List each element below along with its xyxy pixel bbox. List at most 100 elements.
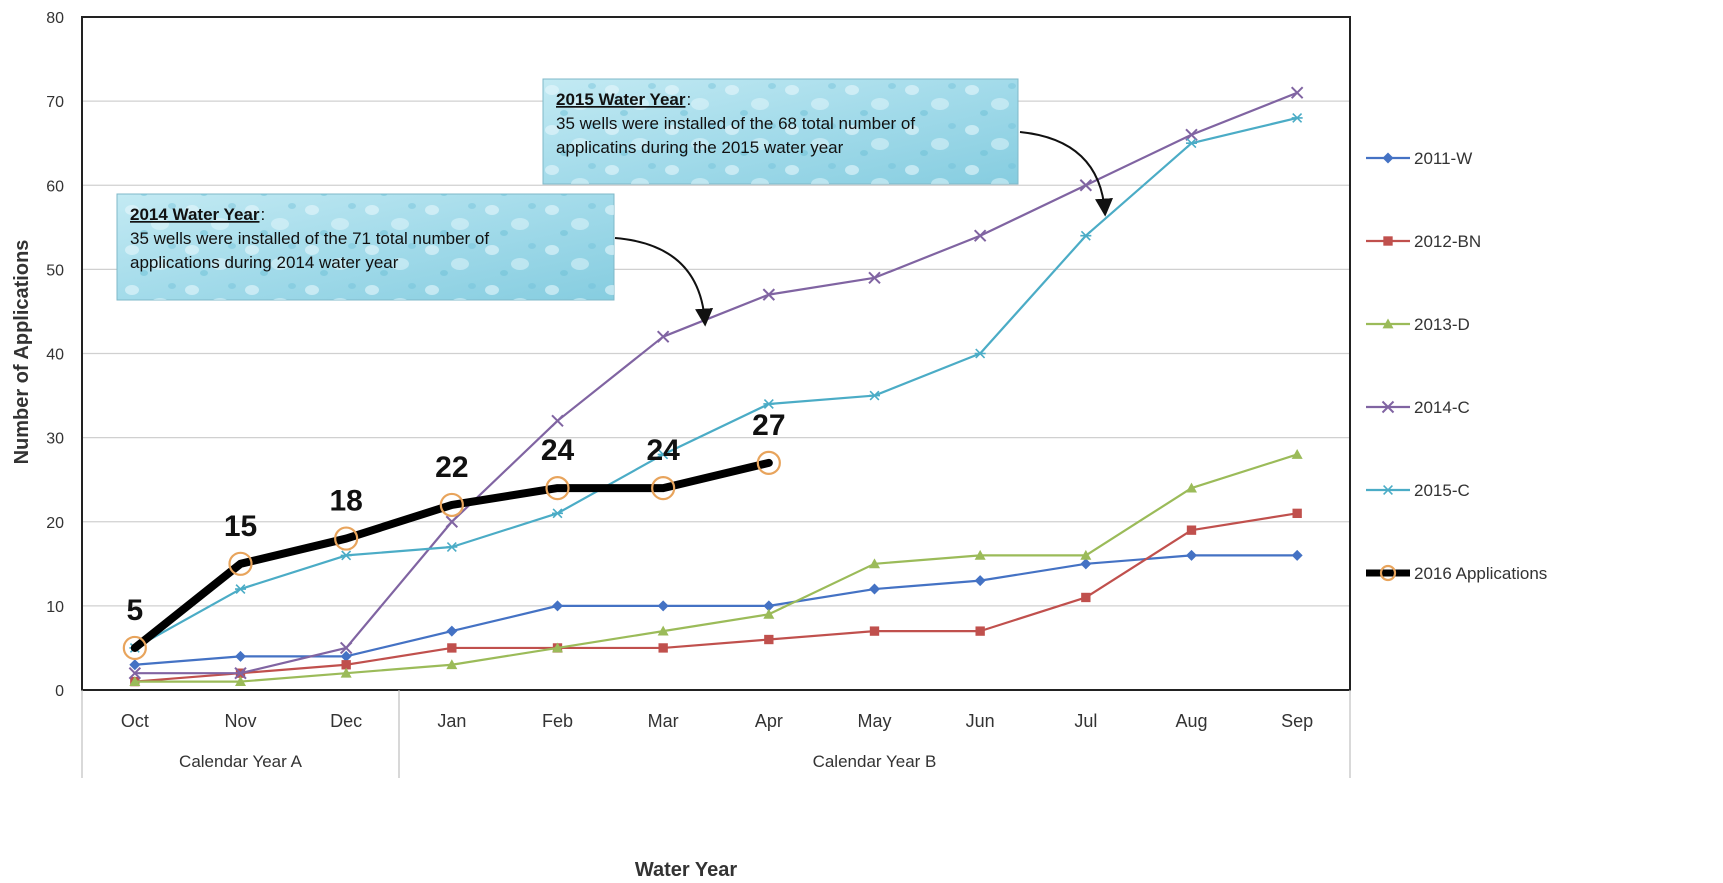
series-line	[133, 512, 1299, 683]
series-2013-d	[129, 448, 1303, 686]
data-point	[545, 476, 570, 501]
data-point	[1292, 508, 1302, 519]
data-point	[763, 399, 775, 409]
annotation-colon: :	[686, 90, 691, 109]
category-group-label: Calendar Year A	[179, 752, 303, 771]
data-point	[341, 660, 351, 670]
x-tick-label: Aug	[1175, 711, 1207, 731]
data-point	[234, 666, 247, 680]
data-point	[1080, 549, 1092, 560]
data-point	[974, 575, 986, 587]
legend-swatch-marker	[1381, 400, 1395, 414]
legend-label: 2016 Applications	[1414, 564, 1547, 583]
y-tick-label: 20	[46, 515, 64, 532]
data-point	[439, 492, 464, 518]
series-line	[133, 91, 1299, 675]
data-label: 15	[224, 510, 257, 543]
legend-label: 2013-D	[1414, 315, 1470, 334]
annotation-arrow	[614, 237, 714, 327]
data-point	[869, 558, 880, 569]
annotation-text: applications during 2014 water year	[130, 253, 399, 272]
legend-label: 2012-BN	[1414, 232, 1481, 251]
data-point	[552, 508, 563, 519]
data-point	[1186, 549, 1197, 561]
legend-item: 2013-D	[1366, 315, 1470, 334]
annotation-colon: :	[260, 205, 265, 224]
x-tick-label: Jul	[1074, 711, 1097, 731]
data-label: 24	[541, 434, 575, 467]
x-tick-label: Nov	[224, 711, 256, 731]
data-point	[445, 515, 459, 528]
data-point	[228, 551, 253, 576]
legend-swatch-marker	[1382, 485, 1394, 495]
data-point	[658, 643, 668, 653]
annotation-callout: 2015 Water Year: 35 wells were installed …	[542, 78, 1113, 217]
y-tick-label: 70	[46, 94, 64, 111]
data-point	[974, 549, 986, 560]
legend-label: 2015-C	[1414, 481, 1470, 500]
data-point	[446, 625, 458, 637]
data-point	[1290, 86, 1304, 99]
data-labels: 5 15 18 22 24 24 27	[126, 409, 785, 627]
data-point	[235, 650, 246, 662]
x-axis-title: Water Year	[635, 859, 738, 881]
annotation-arrow	[1019, 131, 1113, 217]
y-tick-label: 0	[55, 683, 64, 700]
data-point	[1186, 525, 1197, 535]
data-point	[1079, 179, 1093, 192]
data-point	[763, 600, 775, 612]
annotation-callout: 2014 Water Year: 35 wells were installed …	[116, 193, 714, 327]
data-point	[756, 450, 781, 475]
legend-swatch-marker	[1383, 236, 1393, 246]
data-point	[1080, 558, 1092, 570]
series-line	[133, 116, 1299, 650]
series-line	[133, 554, 1299, 666]
data-point	[657, 600, 669, 612]
data-point	[868, 271, 881, 284]
data-point	[552, 600, 563, 612]
data-point	[129, 659, 141, 671]
series-line	[130, 458, 773, 652]
data-point	[1291, 448, 1303, 459]
y-tick-label: 10	[46, 599, 64, 616]
annotation-text: 35 wells were installed of the 71 total …	[130, 229, 489, 248]
data-point	[129, 676, 141, 686]
annotation-text: 35 wells were installed of the 68 total …	[556, 114, 915, 133]
data-point	[764, 634, 774, 645]
data-point	[973, 229, 987, 242]
data-point	[340, 650, 352, 662]
x-tick-label: Sep	[1281, 711, 1313, 731]
legend-item: 2014-C	[1366, 398, 1470, 417]
y-tick-label: 60	[46, 178, 64, 195]
legend-item: 2016 Applications	[1366, 564, 1547, 583]
y-tick-label: 30	[46, 431, 64, 448]
data-point	[235, 676, 246, 686]
data-point	[235, 584, 246, 595]
data-point	[339, 641, 353, 655]
data-point	[651, 476, 676, 501]
annotation-title: 2014 Water Year	[130, 205, 260, 224]
y-axis: 0 10 20 30 40 50 60 70 80	[46, 10, 64, 700]
data-point	[1080, 230, 1092, 241]
data-point	[763, 608, 775, 619]
legend-item: 2011-W	[1366, 149, 1472, 168]
category-group-label: Calendar Year B	[813, 752, 937, 771]
annotation-text: applicatins during the 2015 water year	[556, 138, 844, 157]
data-point	[762, 288, 776, 301]
data-point	[551, 414, 564, 428]
x-tick-label: May	[857, 711, 891, 731]
series-layer	[122, 86, 1304, 687]
data-point	[1186, 482, 1197, 493]
data-point	[869, 626, 880, 636]
annotation-texture	[117, 194, 614, 300]
legend: 2011-W 2012-BN 2013-D 2014-C 2015-C 2016 Appl…	[1366, 149, 1547, 583]
x-tick-label: Dec	[330, 711, 362, 731]
legend-item: 2012-BN	[1366, 232, 1481, 251]
legend-label: 2014-C	[1414, 398, 1470, 417]
data-point	[975, 626, 985, 636]
data-point	[340, 550, 352, 561]
series-2011-w	[129, 549, 1303, 671]
x-tick-label: Feb	[542, 711, 573, 731]
x-tick-label: Jan	[437, 711, 466, 731]
